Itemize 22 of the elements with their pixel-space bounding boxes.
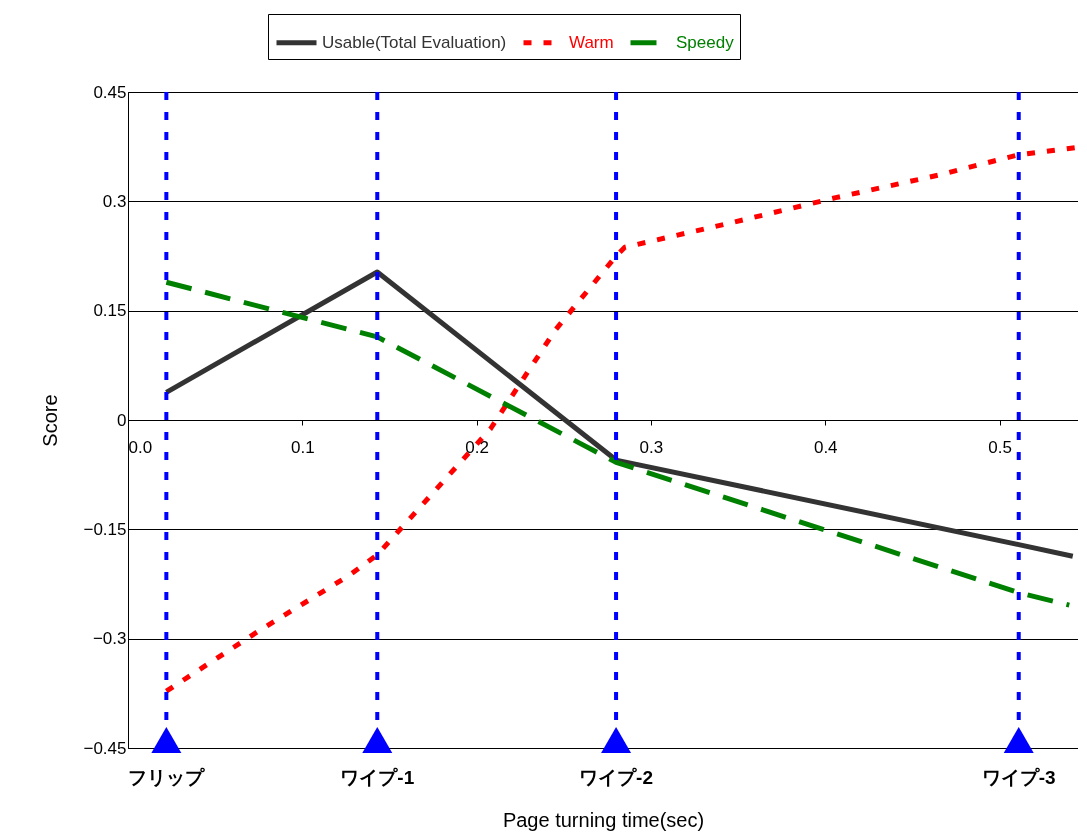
y-axis-title: Score (39, 394, 62, 447)
text: Usable(Total Evaluation) (322, 32, 507, 52)
x-tick-label: 0.0 (128, 437, 153, 457)
text: Warm (569, 32, 614, 52)
x-tick-label: 0.3 (639, 437, 664, 457)
y-tick-label: 0.45 (93, 82, 127, 102)
x-tick-label: 0.1 (290, 437, 315, 457)
y-tick-label: 0.3 (102, 191, 127, 211)
ref-line-label: ワイプ-2 (579, 767, 654, 788)
x-tick-label: 0.4 (813, 437, 838, 457)
ref-line-label: フリップ (128, 767, 206, 788)
x-tick-label: 0.5 (988, 437, 1012, 457)
ref-line-label: ワイプ-3 (981, 767, 1056, 788)
x-tick-label: 0.2 (465, 437, 489, 457)
y-tick-label: 0 (117, 410, 127, 430)
ref-line-label: ワイプ-1 (340, 767, 415, 788)
text: Speedy (676, 32, 735, 52)
y-tick-label: −0.3 (92, 629, 127, 649)
y-tick-label: −0.15 (83, 519, 127, 539)
y-tick-label: 0.15 (93, 301, 127, 321)
y-tick-label: −0.45 (83, 738, 127, 758)
x-axis-title: Page turning time(sec) (502, 808, 705, 831)
